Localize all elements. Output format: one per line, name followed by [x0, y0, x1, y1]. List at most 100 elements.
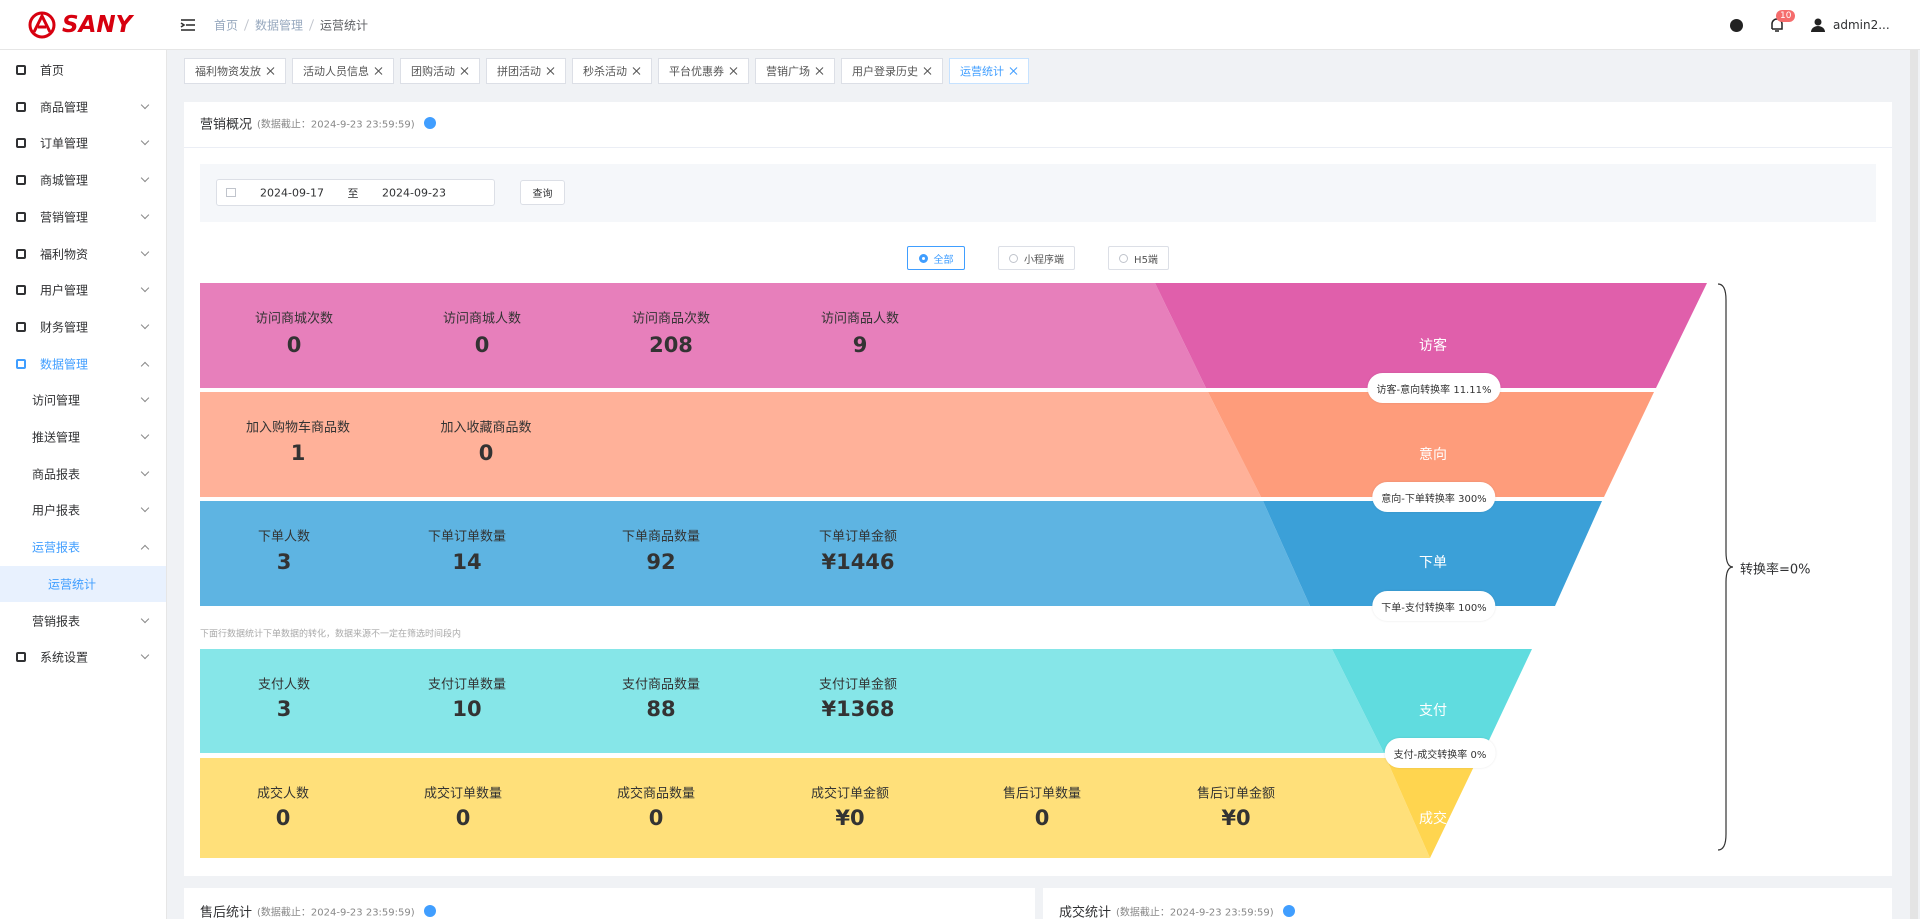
stage-name: 意向 — [1419, 447, 1447, 463]
menu-item[interactable]: 营销报表 — [32, 614, 81, 628]
top-bar: SANY 首页 数据管理 运营统计 10 admin2... — [0, 0, 1920, 50]
metric-value: 1 — [290, 441, 306, 465]
tab-label: 福利物资发放 — [195, 65, 261, 78]
stat-card-title: 成交统计 — [1059, 905, 1112, 919]
menu-item[interactable]: 营销管理 — [40, 210, 89, 225]
channel-label: 全部 — [933, 254, 954, 266]
metric-label: 加入购物车商品数 — [245, 420, 351, 436]
metric-label: 成交订单数量 — [423, 786, 503, 802]
metric-value: 0 — [455, 806, 471, 830]
tab[interactable]: 运营统计 — [949, 58, 1029, 84]
channel-radio[interactable]: 全部 — [907, 246, 965, 270]
total-conversion: 转换率=0% — [1740, 562, 1811, 578]
metric-value: 0 — [478, 441, 494, 465]
tab-label: 营销广场 — [766, 65, 810, 78]
metric-label: 访问商品人数 — [820, 311, 900, 327]
radio-dot — [918, 253, 928, 263]
metric-label: 成交人数 — [256, 786, 310, 802]
card-title: 营销概况 — [200, 117, 253, 133]
menu-item[interactable]: 数据管理 — [40, 357, 89, 372]
metric-value: ¥1368 — [821, 697, 895, 721]
metric-label: 访问商城次数 — [254, 311, 334, 327]
menu-item[interactable]: 商品管理 — [40, 100, 89, 115]
breadcrumb-item: 运营统计 — [320, 18, 369, 33]
menu-icon — [16, 285, 26, 296]
card-timestamp: (数据截止：2024-9-23 23:59:59) — [257, 119, 415, 131]
tab[interactable]: 用户登录历史 — [841, 58, 943, 84]
tab[interactable]: 团购活动 — [400, 58, 480, 84]
menu-item[interactable]: 首页 — [40, 63, 65, 78]
metric-label: 下单订单金额 — [818, 529, 898, 545]
metric-value: 3 — [276, 697, 292, 721]
menu-item[interactable]: 福利物资 — [40, 247, 89, 261]
menu-item[interactable]: 运营统计 — [48, 577, 97, 592]
menu-icon — [16, 211, 26, 222]
metric-value: ¥1446 — [821, 550, 895, 574]
breadcrumb-item[interactable]: 数据管理 — [255, 18, 304, 33]
tab-label: 用户登录历史 — [852, 65, 918, 78]
stage-name: 成交 — [1419, 811, 1447, 827]
tab[interactable]: 秒杀活动 — [572, 58, 652, 84]
menu-selected-bg — [0, 565, 166, 602]
logo-icon — [28, 11, 56, 39]
tab-label: 活动人员信息 — [303, 65, 369, 78]
channel-label: 小程序端 — [1024, 254, 1064, 266]
menu-icon — [16, 101, 26, 112]
stage-name: 访客 — [1419, 338, 1447, 354]
metric-label: 成交商品数量 — [616, 786, 696, 802]
metric-label: 售后订单数量 — [1002, 786, 1082, 802]
conversion-pill: 支付-成交转换率 0% — [1384, 738, 1496, 768]
menu-item[interactable]: 访问管理 — [32, 393, 81, 408]
menu-item[interactable]: 用户管理 — [40, 283, 89, 298]
tab-label: 秒杀活动 — [583, 65, 627, 78]
funnel-note: 下面行数据统计下单数据的转化，数据来源不一定在筛选时间段内 — [200, 629, 462, 640]
menu-toggle[interactable] — [180, 18, 196, 32]
metric-label: 下单人数 — [257, 529, 311, 545]
menu-item[interactable]: 用户报表 — [32, 503, 81, 518]
metric-value: 10 — [452, 697, 482, 721]
metric-value: ¥0 — [835, 806, 865, 830]
radio-dot — [1119, 253, 1129, 263]
menu-icon — [16, 321, 26, 332]
help-badge — [1283, 905, 1295, 917]
tab[interactable]: 福利物资发放 — [184, 58, 286, 84]
tab[interactable]: 活动人员信息 — [292, 58, 394, 84]
metric-value: 0 — [286, 333, 302, 357]
date-end[interactable]: 2024-09-23 — [382, 186, 446, 200]
metric-label: 支付商品数量 — [621, 677, 701, 693]
menu-item[interactable]: 运营报表 — [32, 540, 81, 555]
stat-card-timestamp: (数据截止：2024-9-23 23:59:59) — [257, 907, 415, 919]
user-name[interactable]: admin2... — [1833, 18, 1890, 32]
tab-label: 平台优惠券 — [669, 65, 724, 78]
user-icon — [1811, 18, 1825, 32]
metric-value: 0 — [474, 333, 490, 357]
menu-item[interactable]: 商品报表 — [32, 467, 81, 482]
menu-icon — [16, 652, 26, 663]
tab-label: 运营统计 — [960, 65, 1004, 78]
menu-icon — [16, 248, 26, 259]
channel-radio[interactable]: 小程序端 — [998, 246, 1075, 270]
breadcrumb-item[interactable]: 首页 — [214, 18, 239, 33]
metric-value: 14 — [452, 550, 482, 574]
tab[interactable]: 拼团活动 — [486, 58, 566, 84]
menu-item[interactable]: 商城管理 — [40, 173, 89, 188]
metric-value: 0 — [275, 806, 291, 830]
menu-item[interactable]: 订单管理 — [40, 136, 89, 151]
menu-item[interactable]: 推送管理 — [32, 430, 81, 445]
query-button[interactable]: 查询 — [520, 180, 565, 205]
tab[interactable]: 平台优惠券 — [658, 58, 749, 84]
channel-radio[interactable]: H5端 — [1108, 246, 1169, 270]
tab[interactable]: 营销广场 — [755, 58, 835, 84]
tab-label: 团购活动 — [411, 65, 455, 78]
help-icon[interactable] — [1730, 19, 1743, 32]
date-range[interactable] — [216, 179, 495, 206]
date-start[interactable]: 2024-09-17 — [260, 186, 324, 200]
stat-card-title: 售后统计 — [200, 905, 253, 919]
menu-item[interactable]: 系统设置 — [40, 650, 89, 665]
metric-value: 0 — [1034, 806, 1050, 830]
menu-item[interactable]: 财务管理 — [40, 320, 89, 335]
metric-label: 售后订单金额 — [1196, 786, 1276, 802]
channel-label: H5端 — [1134, 254, 1158, 266]
conversion-pill: 下单-支付转换率 100% — [1372, 591, 1496, 621]
